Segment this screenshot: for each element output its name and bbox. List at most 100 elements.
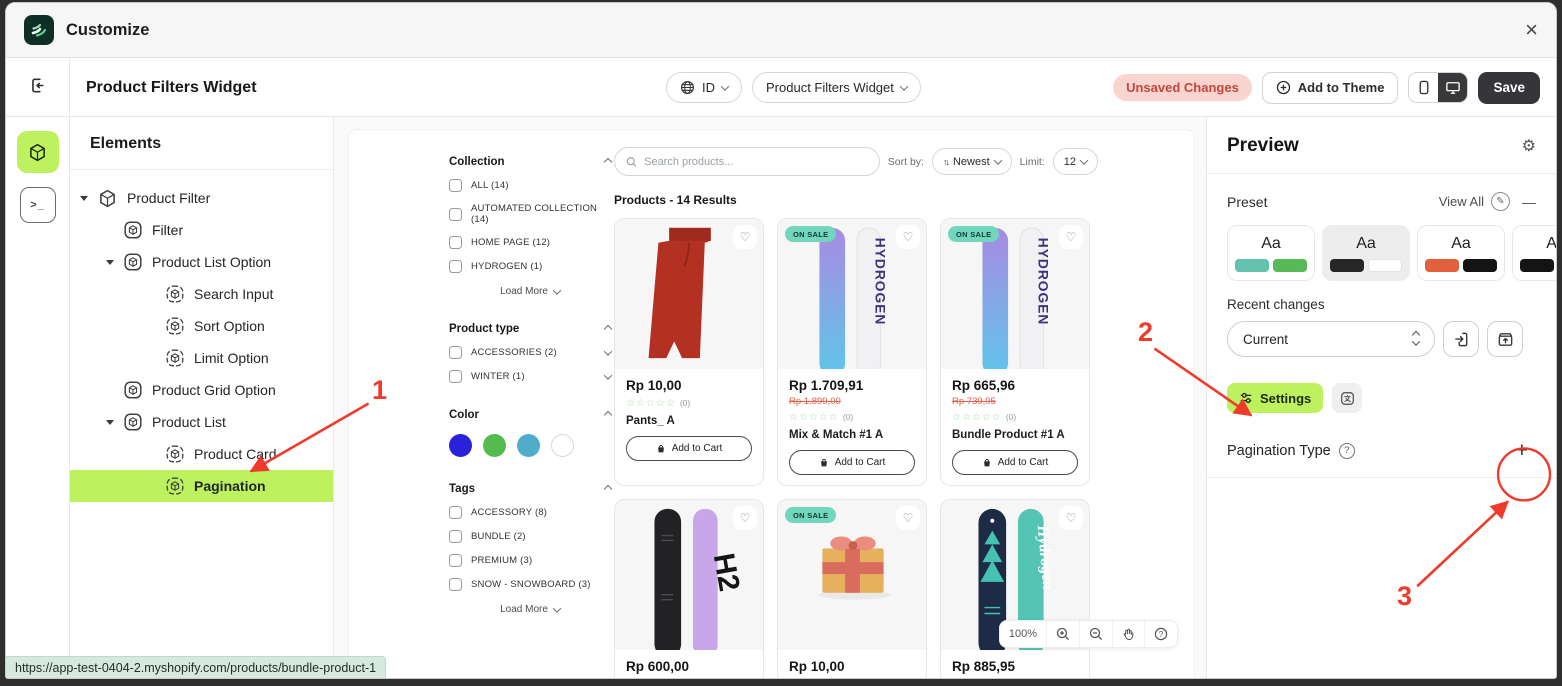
window-titlebar: Customize × [6,3,1556,58]
help-icon[interactable]: ? [1338,442,1355,459]
filter-option: ACCESSORY (8) [449,506,611,519]
color-swatch-green[interactable] [483,434,506,457]
checkbox[interactable] [449,506,462,519]
wishlist-heart-icon[interactable]: ♡ [896,225,920,249]
tune-icon [1240,392,1252,404]
preset-swatch [1368,258,1402,272]
rating-count: (0) [842,412,854,422]
checkbox[interactable] [449,578,462,591]
language-icon[interactable] [1332,383,1363,413]
gear-icon[interactable]: ⚙ [1521,138,1536,155]
caret-down-icon [80,195,88,201]
color-swatch-white[interactable] [551,434,574,457]
checkbox[interactable] [449,179,462,192]
chevron-down-icon[interactable] [603,370,613,380]
zoom-in-icon[interactable] [1047,621,1080,647]
boxed-cube-icon [124,413,142,431]
product-search [614,147,880,176]
save-button[interactable]: Save [1478,71,1540,104]
product-name: Mix & Match #1 A [789,429,884,441]
tree-item-product-list[interactable]: Product List [70,406,333,438]
add-to-cart-button[interactable]: Add to Cart [789,450,915,475]
exit-icon[interactable] [28,76,47,100]
mobile-icon[interactable] [1409,73,1439,102]
desktop-icon[interactable] [1438,73,1468,102]
tree-item-product-grid-option[interactable]: Product Grid Option [70,374,333,406]
tree-item-product-card[interactable]: Product Card [70,438,333,470]
load-more-link[interactable]: Load More [449,603,611,615]
elements-panel-icon[interactable] [16,131,59,173]
preview-canvas: Collection ALL (14) AUTOMATED COLLECTION… [334,117,1206,678]
add-pagination-type-button[interactable]: + [1515,439,1528,462]
wishlist-heart-icon[interactable]: ♡ [1059,225,1083,249]
settings-button[interactable]: Settings [1227,383,1324,413]
archive-upload-icon[interactable] [1487,321,1523,357]
rating-count: (0) [1005,412,1017,422]
sort-label: Sort by: [887,155,924,168]
checkbox[interactable] [449,207,462,221]
collapse-minus-icon[interactable]: — [1522,193,1536,210]
tree-item-sort-option[interactable]: Sort Option [70,310,333,342]
wishlist-heart-icon[interactable]: ♡ [733,506,757,530]
help-icon[interactable]: ? [1145,621,1177,647]
preset-card-selected[interactable]: Aa [1322,225,1410,281]
product-card: H2 ♡ Rp 600,00 [614,499,764,678]
boxed-cube-icon [166,445,184,463]
preset-card[interactable]: Aa [1512,225,1556,281]
zoom-out-icon[interactable] [1080,621,1113,647]
limit-dropdown[interactable]: 12 [1052,148,1098,175]
close-icon[interactable]: × [1525,17,1538,42]
filter-section-title: Color [449,409,480,421]
tree-item-limit-option[interactable]: Limit Option [70,342,333,374]
wishlist-heart-icon[interactable]: ♡ [1059,506,1083,530]
view-all-link[interactable]: View All ✎ [1439,192,1510,211]
add-to-cart-button[interactable]: Add to Cart [626,436,752,461]
app-logo-icon [24,15,54,45]
tree-item-filter[interactable]: Filter [70,214,333,246]
checkbox[interactable] [449,554,462,567]
svg-text:HYDROGEN: HYDROGEN [1036,238,1052,326]
color-swatch-blue[interactable] [449,434,472,457]
preset-swatch [1463,258,1497,272]
search-input[interactable] [644,155,868,168]
edit-pencil-icon[interactable]: ✎ [1491,192,1510,211]
language-id-dropdown[interactable]: ID [666,72,742,103]
product-price: Rp 10,00 [789,659,845,674]
preset-swatch [1235,258,1269,272]
tree-item-product-list-option[interactable]: Product List Option [70,246,333,278]
add-to-theme-button[interactable]: Add to Theme [1261,71,1399,104]
checkbox[interactable] [449,370,462,383]
boxed-cube-icon [124,221,142,239]
checkbox[interactable] [449,530,462,543]
elements-tree: Product Filter Filter Product List Optio… [70,170,333,502]
preset-card[interactable]: Aa [1227,225,1315,281]
widget-preview-sheet: Collection ALL (14) AUTOMATED COLLECTION… [349,130,1194,678]
filter-option: HYDROGEN (1) [449,260,611,273]
checkbox[interactable] [449,346,462,359]
tree-item-search-input[interactable]: Search Input [70,278,333,310]
recent-changes-select[interactable]: Current [1227,321,1435,357]
sort-dropdown[interactable]: ↑↓ Newest [931,148,1012,175]
wishlist-heart-icon[interactable]: ♡ [733,225,757,249]
tree-item-product-filter[interactable]: Product Filter [70,182,333,214]
chevron-down-icon[interactable] [603,346,613,356]
preset-card[interactable]: Aa [1417,225,1505,281]
filter-section-product-type: Product type ACCESSORIES (2) WINTER (1) [449,323,613,383]
device-preview-toggle[interactable] [1408,72,1469,103]
pan-hand-icon[interactable] [1113,621,1145,647]
panel-title: Preview [1227,135,1299,156]
rating-count: (0) [679,398,691,408]
on-sale-badge: ON SALE [948,226,1000,242]
wishlist-heart-icon[interactable]: ♡ [896,506,920,530]
checkbox[interactable] [449,236,462,249]
globe-icon [680,80,695,95]
checkbox[interactable] [449,260,462,273]
import-icon[interactable] [1443,321,1479,357]
load-more-link[interactable]: Load More [449,285,611,297]
add-to-cart-button[interactable]: Add to Cart [952,450,1078,475]
widget-selector-dropdown[interactable]: Product Filters Widget [752,72,921,103]
tree-item-pagination[interactable]: Pagination [70,470,333,502]
color-swatch-teal[interactable] [517,434,540,457]
console-icon[interactable]: >_ [19,187,56,223]
product-image-gift-box [819,536,891,600]
